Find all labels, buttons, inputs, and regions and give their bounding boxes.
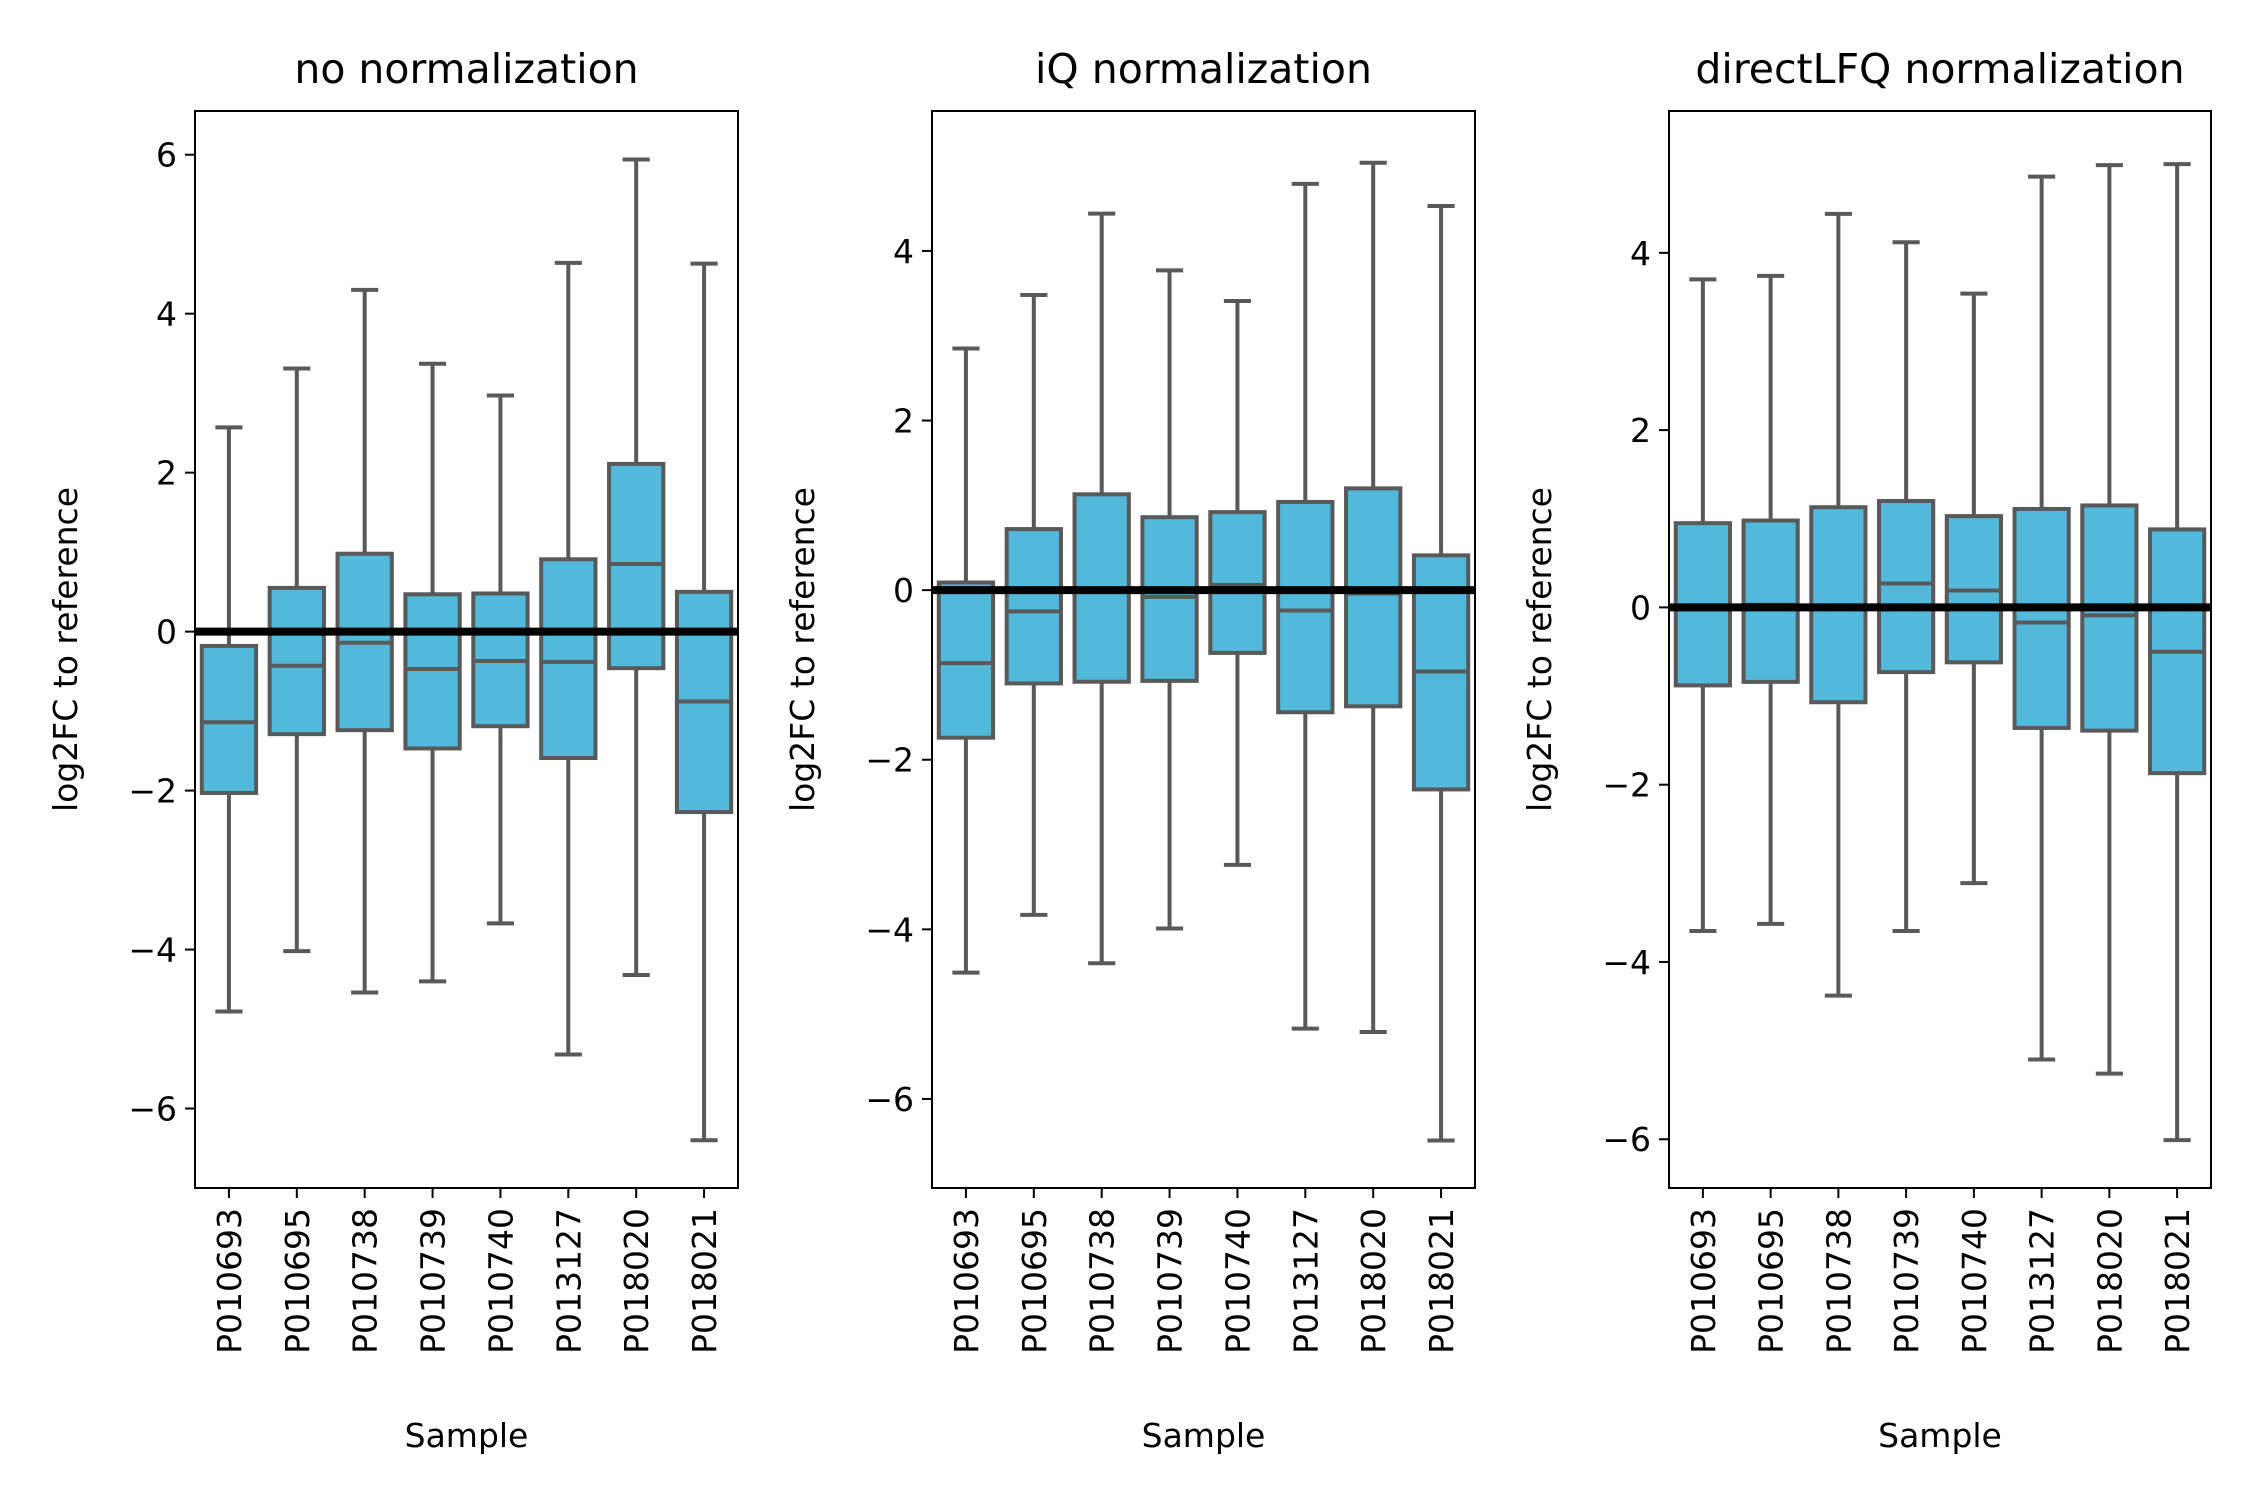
box-iqr [1877, 499, 1936, 675]
box-iqr [2080, 503, 2139, 733]
box-P010739 [1140, 268, 1199, 931]
box-P010738 [335, 287, 394, 995]
x-tick-label: P010740 [481, 1208, 520, 1354]
box-iqr [267, 585, 326, 737]
x-tick-label: P013127 [1286, 1208, 1325, 1354]
y-tick-label: 0 [1630, 588, 1651, 627]
box-iqr [1208, 510, 1267, 655]
x-tick-label: P010738 [346, 1208, 385, 1354]
box-P018021 [2148, 162, 2207, 1143]
x-tick-label: P010738 [1083, 1208, 1122, 1354]
x-tick-label: P018021 [1422, 1208, 1461, 1354]
x-tick-label: P013127 [2023, 1208, 2062, 1354]
y-tick-label: −6 [1602, 1120, 1651, 1159]
y-tick-label: 4 [893, 232, 914, 271]
box-P010695 [267, 366, 326, 954]
x-axis-label: Sample [1878, 1416, 2002, 1455]
box-P018020 [1344, 160, 1403, 1034]
box-P010695 [1004, 293, 1063, 917]
box-P018021 [674, 261, 734, 1143]
y-tick-label: −2 [128, 772, 177, 811]
x-tick-label: P010739 [1151, 1208, 1190, 1354]
box-P018020 [607, 157, 666, 977]
x-tick-label: P010695 [1752, 1208, 1791, 1354]
y-tick-label: −4 [1602, 943, 1651, 982]
y-tick-label: 2 [893, 402, 914, 441]
y-tick-label: 2 [156, 454, 177, 493]
x-tick-label: P018020 [1354, 1208, 1393, 1354]
x-tick-label: P010739 [414, 1208, 453, 1354]
x-tick-label: P018021 [2158, 1208, 2197, 1354]
chart-panel-1: no normalization −6 −4 −2 0 2 4 6 P010693 P010695… [46, 45, 739, 1455]
box-iqr [1741, 518, 1800, 684]
x-tick-label: P010739 [1887, 1208, 1926, 1354]
chart-title: directLFQ normalization [1695, 45, 2184, 93]
chart-title: no normalization [294, 45, 638, 93]
box-iqr [199, 643, 259, 795]
box-P010693 [936, 346, 996, 975]
y-tick-label: 4 [156, 295, 177, 334]
y-tick-label: −6 [865, 1080, 914, 1119]
box-P013127 [539, 260, 598, 1057]
x-tick-label: P010740 [1955, 1208, 1994, 1354]
box-P010740 [1208, 298, 1267, 867]
box-P010695 [1741, 273, 1800, 926]
x-axis-label: Sample [1142, 1416, 1266, 1455]
box-iqr [403, 592, 462, 751]
x-tick-label: P010695 [278, 1208, 317, 1354]
box-P013127 [2012, 174, 2071, 1062]
box-iqr [936, 580, 996, 740]
box-P013127 [1276, 181, 1335, 1031]
x-tick-label: P010693 [947, 1208, 986, 1354]
x-tick-label: P010695 [1015, 1208, 1054, 1354]
chart-panel-3: directLFQ normalization −6 −4 −2 0 2 4 P010693 P… [1520, 45, 2212, 1455]
y-tick-label: 2 [1630, 411, 1651, 450]
x-axis-label: Sample [405, 1416, 529, 1455]
x-tick-label: P010693 [210, 1208, 249, 1354]
box-iqr [1276, 499, 1335, 715]
y-tick-label: −2 [865, 741, 914, 780]
box-P018020 [2080, 163, 2139, 1076]
box-P018021 [1411, 203, 1471, 1143]
box-P010693 [199, 425, 259, 1014]
y-tick-label: −2 [1602, 766, 1651, 805]
box-P010739 [1877, 240, 1936, 933]
x-tick-label: P018021 [685, 1208, 724, 1354]
y-tick-label: 0 [893, 571, 914, 610]
x-tick-label: P010738 [1819, 1208, 1858, 1354]
chart-title: iQ normalization [1035, 45, 1372, 93]
axes-frame [194, 110, 739, 1189]
y-tick-label: −4 [865, 910, 914, 949]
chart-panel-2: iQ normalization −6 −4 −2 0 2 4 P010693 P010695 P… [783, 45, 1476, 1455]
y-axis-label: log2FC to reference [46, 487, 85, 812]
box-iqr [1004, 527, 1063, 686]
x-tick-label: P013127 [549, 1208, 588, 1354]
y-tick-label: 0 [156, 613, 177, 652]
box-iqr [2012, 507, 2071, 730]
y-tick-label: −6 [128, 1090, 177, 1129]
axes-frame [931, 110, 1476, 1189]
axes-frame [1668, 110, 2212, 1189]
x-tick-label: P010740 [1218, 1208, 1257, 1354]
y-tick-label: 6 [156, 136, 177, 175]
box-iqr [539, 557, 598, 760]
y-tick-label: −4 [128, 931, 177, 970]
box-P010739 [403, 361, 462, 984]
x-tick-label: P018020 [2090, 1208, 2129, 1354]
box-P010740 [471, 393, 530, 926]
box-iqr [1140, 515, 1199, 683]
x-tick-label: P010693 [1684, 1208, 1723, 1354]
y-axis-label: log2FC to reference [1520, 487, 1559, 812]
box-iqr [1344, 486, 1403, 709]
x-tick-label: P018020 [617, 1208, 656, 1354]
y-tick-label: 4 [1630, 234, 1651, 273]
box-P010740 [1944, 291, 2003, 886]
y-axis-label: log2FC to reference [783, 487, 822, 812]
